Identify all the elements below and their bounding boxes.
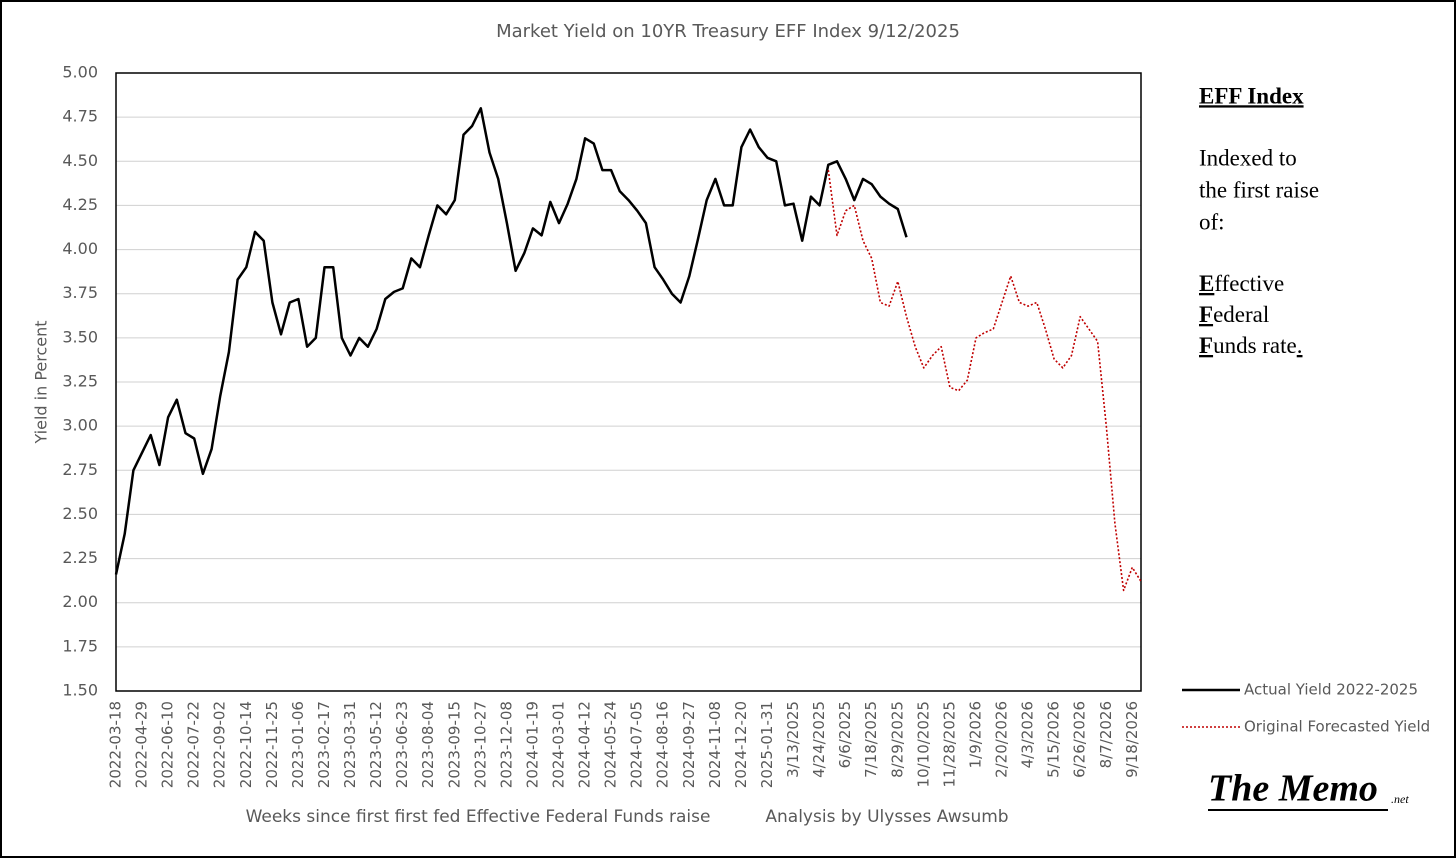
- x-tick-label: 2024-04-12: [576, 701, 594, 788]
- y-tick-label: 1.50: [62, 681, 98, 700]
- x-tick-label: 6/26/2026: [1071, 701, 1089, 778]
- series-line: [114, 107, 908, 575]
- x-tick-label: 2022-11-25: [263, 701, 281, 788]
- x-tick-label: 2023-12-08: [497, 701, 515, 788]
- x-tick-label: 7/18/2025: [862, 701, 880, 778]
- term-rest: ffective: [1214, 271, 1284, 296]
- x-tick-label: 2024-03-01: [550, 701, 568, 788]
- sidebar-term: Effective: [1199, 271, 1284, 296]
- term-rest: unds rate: [1213, 333, 1297, 358]
- x-tick-label: 8/29/2025: [888, 701, 906, 778]
- x-tick-label: 2024-11-08: [706, 701, 724, 788]
- chart-title: Market Yield on 10YR Treasury EFF Index …: [496, 21, 960, 42]
- term-initial: E: [1199, 271, 1214, 296]
- x-tick-label: 2023-06-23: [393, 701, 411, 788]
- y-tick-label: 5.00: [62, 63, 98, 82]
- x-tick-label: 2024-12-20: [732, 701, 750, 788]
- y-tick-label: 2.00: [62, 592, 98, 611]
- y-tick-label: 1.75: [62, 636, 98, 655]
- legend-label: Original Forecasted Yield: [1244, 718, 1430, 736]
- y-tick-label: 3.25: [62, 372, 98, 391]
- x-tick-label: 2023-02-17: [315, 701, 333, 788]
- x-tick-label: 4/24/2025: [810, 701, 828, 778]
- sidebar-heading: EFF Index: [1199, 83, 1304, 108]
- legend-label: Actual Yield 2022-2025: [1244, 681, 1418, 699]
- y-tick-label: 4.75: [62, 107, 98, 126]
- x-tick-label: 2022-07-22: [185, 701, 203, 788]
- brand-name: The Memo: [1208, 768, 1378, 810]
- term-initial: F: [1199, 302, 1213, 327]
- plot-border: [115, 72, 1142, 692]
- brand-suffix: .net: [1391, 792, 1409, 806]
- sidebar-term: Federal: [1199, 302, 1269, 327]
- x-tick-label: 2022-04-29: [133, 701, 151, 788]
- term-initial: F: [1199, 333, 1213, 358]
- x-tick-label: 10/10/2025: [914, 701, 932, 787]
- x-tick-label: 2023-05-12: [367, 701, 385, 788]
- y-tick-label: 3.00: [62, 416, 98, 435]
- y-tick-label: 3.50: [62, 327, 98, 346]
- y-tick-label: 2.75: [62, 460, 98, 479]
- x-tick-label: 2022-09-02: [211, 701, 229, 788]
- x-tick-label: 2023-03-31: [341, 701, 359, 788]
- x-tick-label: 2024-05-24: [602, 701, 620, 788]
- x-tick-label: 2/20/2026: [993, 701, 1011, 778]
- x-tick-label: 9/18/2026: [1123, 701, 1141, 778]
- x-tick-label: 2023-10-27: [471, 701, 489, 788]
- x-tick-label: 2023-08-04: [419, 701, 437, 788]
- sidebar-text: of:: [1199, 209, 1225, 234]
- x-tick-label: 6/6/2025: [836, 701, 854, 768]
- x-axis-note: Analysis by Ulysses Awsumb: [765, 807, 1008, 827]
- x-tick-label: 2022-06-10: [159, 701, 177, 788]
- sidebar-term: Funds rate.: [1199, 333, 1302, 358]
- sidebar-text: the first raise: [1199, 177, 1319, 202]
- x-tick-label: 2023-01-06: [289, 701, 307, 788]
- term-rest: ederal: [1213, 302, 1269, 327]
- x-tick-label: 2024-09-27: [680, 701, 698, 788]
- x-tick-label: 2025-01-31: [758, 701, 776, 788]
- x-tick-label: 8/7/2026: [1097, 701, 1115, 768]
- x-tick-label: 1/9/2026: [966, 701, 984, 768]
- y-tick-label: 4.50: [62, 151, 98, 170]
- sidebar-text: Indexed to: [1199, 145, 1297, 170]
- x-tick-label: 2024-07-05: [628, 701, 646, 788]
- x-tick-label: 11/28/2025: [940, 701, 958, 787]
- y-tick-label: 4.00: [62, 239, 98, 258]
- x-tick-label: 2024-08-16: [654, 701, 672, 788]
- y-axis-label: Yield in Percent: [32, 320, 51, 444]
- x-tick-label: 3/13/2025: [784, 701, 802, 778]
- x-tick-label: 2024-01-19: [523, 701, 541, 788]
- y-tick-label: 4.25: [62, 195, 98, 214]
- term-tail: .: [1297, 333, 1303, 358]
- y-tick-label: 3.75: [62, 283, 98, 302]
- x-tick-label: 4/3/2026: [1019, 701, 1037, 768]
- y-tick-label: 2.25: [62, 548, 98, 567]
- y-tick-label: 2.50: [62, 504, 98, 523]
- x-tick-label: 2022-03-18: [107, 701, 125, 788]
- x-tick-label: 2023-09-15: [445, 701, 463, 788]
- x-tick-label: 2022-10-14: [237, 701, 255, 788]
- x-tick-label: 5/15/2026: [1045, 701, 1063, 778]
- x-axis-label: Weeks since first first fed Effective Fe…: [246, 807, 711, 827]
